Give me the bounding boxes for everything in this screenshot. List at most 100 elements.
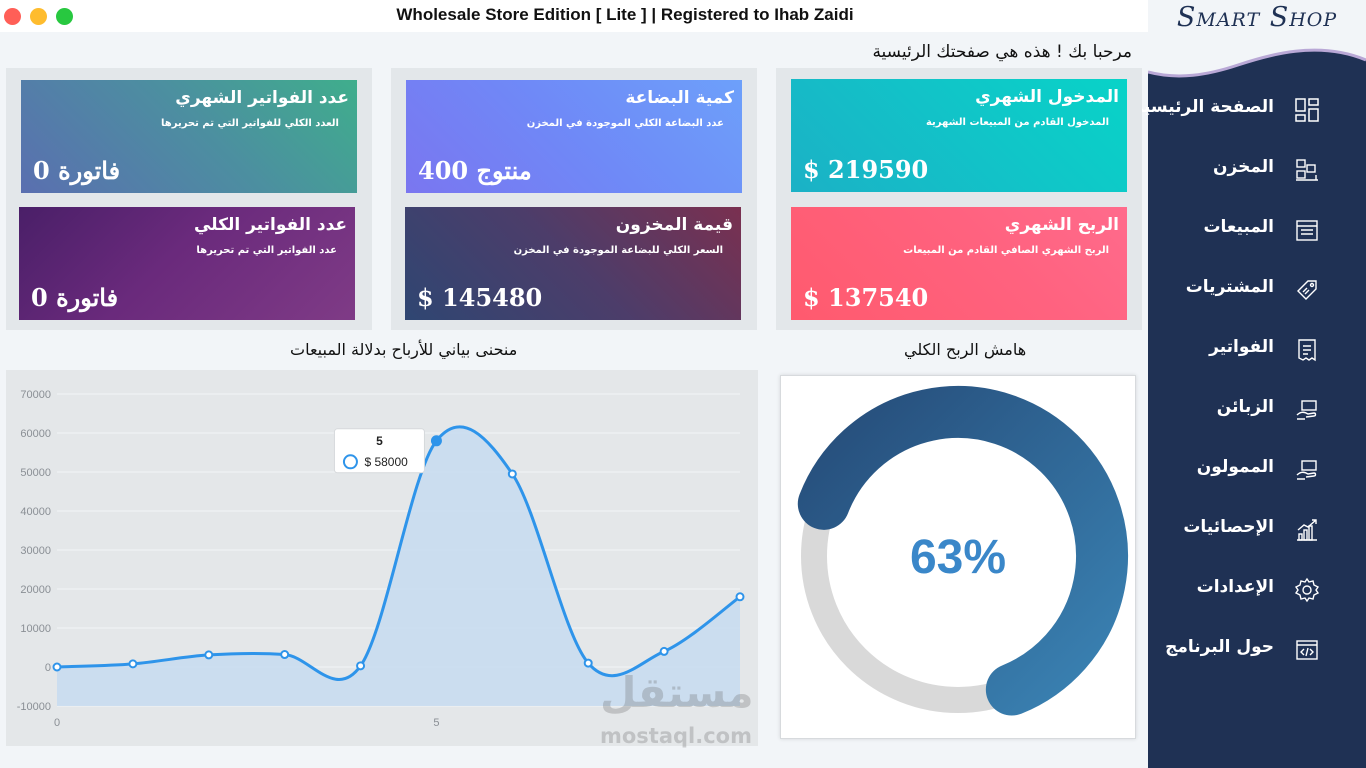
sidebar: Smart Shop الصفحة الرئيسية المخزن المبيع… bbox=[1134, 0, 1366, 768]
settings-icon bbox=[1294, 577, 1320, 603]
card-value: 0 فاتورة bbox=[31, 283, 119, 312]
profit-margin-gauge: 63% bbox=[797, 386, 1128, 716]
data-point bbox=[52, 662, 62, 672]
sidebar-item-purchases[interactable]: المشتريات bbox=[1148, 268, 1366, 314]
y-tick-label: 0 bbox=[45, 662, 51, 674]
sidebar-item-customers[interactable]: الزبائن bbox=[1148, 388, 1366, 434]
data-point bbox=[507, 469, 517, 479]
data-point bbox=[356, 661, 366, 671]
chart-tooltip: 5 $ 58000 bbox=[333, 428, 425, 474]
minimize-window-button[interactable] bbox=[30, 8, 47, 25]
data-point bbox=[735, 592, 745, 602]
sidebar-item-about[interactable]: حول البرنامج bbox=[1148, 628, 1366, 674]
card-group-invoices: عدد الفواتير الشهري العدد الكلي للفواتير… bbox=[6, 68, 372, 330]
y-tick-label: 30000 bbox=[20, 545, 51, 557]
gauge-fill-arc bbox=[797, 386, 1128, 716]
profit-chart: 700006000050000400003000020000100000-100… bbox=[17, 389, 745, 729]
logo-area: Smart Shop bbox=[1148, 0, 1366, 90]
tooltip-value: $ 58000 bbox=[364, 455, 408, 469]
card-title: المدخول الشهري bbox=[975, 87, 1119, 107]
maximize-window-button[interactable] bbox=[56, 8, 73, 25]
card-group-stock: كمية البضاعة عدد البضاعة الكلي الموجودة … bbox=[391, 68, 757, 330]
x-tick-label: 5 bbox=[433, 717, 439, 729]
about-icon bbox=[1296, 640, 1318, 660]
card-group-finance: المدخول الشهري المدخول القادم من المبيعا… bbox=[776, 68, 1142, 330]
card-title: قيمة المخزون bbox=[615, 215, 733, 235]
customers-icon bbox=[1296, 400, 1317, 420]
card-subtitle: عدد البضاعة الكلي الموجودة في المخزن bbox=[526, 118, 724, 129]
card-subtitle: الربح الشهري الصافي القادم من المبيعات bbox=[903, 245, 1109, 256]
card-value: 0 فاتورة bbox=[33, 156, 121, 185]
statistics-icon bbox=[1297, 519, 1317, 541]
product-quantity-card[interactable]: كمية البضاعة عدد البضاعة الكلي الموجودة … bbox=[406, 80, 742, 193]
y-tick-label: 70000 bbox=[20, 389, 51, 401]
welcome-message: مرحبا بك ! هذه هي صفحتك الرئيسية bbox=[872, 42, 1132, 62]
purchases-icon bbox=[1297, 280, 1317, 300]
logo-wave bbox=[1148, 0, 1366, 78]
data-point bbox=[280, 650, 290, 660]
sidebar-item-label: المخزن bbox=[1213, 157, 1274, 177]
card-subtitle: السعر الكلي للبضاعة الموجودة في المخزن bbox=[513, 245, 723, 256]
y-tick-label: 50000 bbox=[20, 467, 51, 479]
sidebar-item-home[interactable]: الصفحة الرئيسية bbox=[1134, 88, 1366, 134]
data-point bbox=[659, 646, 669, 656]
card-value: $ 137540 bbox=[803, 283, 929, 312]
y-tick-label: -10000 bbox=[17, 701, 51, 713]
card-value: 400 منتوج bbox=[418, 156, 532, 185]
monthly-invoices-card[interactable]: عدد الفواتير الشهري العدد الكلي للفواتير… bbox=[21, 80, 357, 193]
total-invoices-card[interactable]: عدد الفواتير الكلي عدد الفواتير التي تم … bbox=[19, 207, 355, 320]
card-subtitle: المدخول القادم من المبيعات الشهرية bbox=[925, 117, 1109, 128]
invoice-icon bbox=[1298, 339, 1316, 362]
sidebar-item-invoices[interactable]: الفواتير bbox=[1148, 328, 1366, 374]
y-tick-label: 10000 bbox=[20, 623, 51, 635]
sales-icon bbox=[1296, 220, 1318, 241]
tooltip-title: 5 bbox=[376, 434, 383, 448]
y-tick-label: 60000 bbox=[20, 428, 51, 440]
monthly-profit-card[interactable]: الربح الشهري الربح الشهري الصافي القادم … bbox=[791, 207, 1127, 320]
card-subtitle: عدد الفواتير التي تم تحريرها bbox=[196, 245, 337, 256]
sidebar-item-label: المشتريات bbox=[1185, 277, 1274, 297]
sidebar-item-label: الزبائن bbox=[1216, 397, 1274, 417]
profit-chart-title: منحنى بياني للأرباح بدلالة المبيعات bbox=[290, 340, 518, 359]
close-window-button[interactable] bbox=[4, 8, 21, 25]
sidebar-item-label: الإحصائيات bbox=[1183, 517, 1274, 537]
y-tick-label: 40000 bbox=[20, 506, 51, 518]
sidebar-item-sales[interactable]: المبيعات bbox=[1148, 208, 1366, 254]
card-title: كمية البضاعة bbox=[625, 88, 734, 108]
sidebar-item-statistics[interactable]: الإحصائيات bbox=[1148, 508, 1366, 554]
gauge-percent-label: 63% bbox=[910, 531, 1006, 584]
warehouse-icon bbox=[1296, 159, 1318, 181]
suppliers-icon bbox=[1296, 460, 1317, 480]
sidebar-item-label: الصفحة الرئيسية bbox=[1133, 97, 1274, 117]
window-title: Wholesale Store Edition [ Lite ] | Regis… bbox=[396, 5, 854, 24]
monthly-income-card[interactable]: المدخول الشهري المدخول القادم من المبيعا… bbox=[791, 79, 1127, 192]
dashboard-icon bbox=[1295, 98, 1319, 122]
card-title: عدد الفواتير الكلي bbox=[193, 215, 347, 235]
data-point bbox=[430, 435, 442, 447]
card-subtitle: العدد الكلي للفواتير التي تم تحريرها bbox=[161, 118, 339, 129]
data-point bbox=[128, 659, 138, 669]
title-bar bbox=[0, 0, 1150, 32]
card-value: $ 219590 bbox=[803, 155, 929, 184]
profit-chart-panel: 70000 60000 50000 40000 30000 20000 10000 0 -100… bbox=[6, 370, 758, 746]
series-area bbox=[57, 426, 740, 706]
card-title: الربح الشهري bbox=[1004, 215, 1119, 235]
sidebar-item-label: المبيعات bbox=[1203, 217, 1274, 237]
sidebar-item-label: الإعدادات bbox=[1196, 577, 1274, 597]
data-point bbox=[583, 658, 593, 668]
sidebar-item-label: الممولون bbox=[1196, 457, 1274, 477]
stock-value-card[interactable]: قيمة المخزون السعر الكلي للبضاعة الموجود… bbox=[405, 207, 741, 320]
sidebar-item-label: حول البرنامج bbox=[1165, 637, 1274, 657]
app-logo: Smart Shop bbox=[1176, 2, 1338, 33]
card-title: عدد الفواتير الشهري bbox=[175, 88, 349, 108]
x-tick-label: 0 bbox=[54, 717, 60, 729]
sidebar-item-label: الفواتير bbox=[1209, 337, 1274, 357]
data-point bbox=[204, 650, 214, 660]
sidebar-item-warehouse[interactable]: المخزن bbox=[1148, 148, 1366, 194]
profit-margin-title: هامش الربح الكلي bbox=[904, 340, 1027, 359]
sidebar-item-suppliers[interactable]: الممولون bbox=[1148, 448, 1366, 494]
profit-margin-panel: 63% bbox=[780, 375, 1136, 739]
sidebar-item-settings[interactable]: الإعدادات bbox=[1148, 568, 1366, 614]
tooltip-marker bbox=[342, 454, 358, 470]
card-value: $ 145480 bbox=[417, 283, 543, 312]
